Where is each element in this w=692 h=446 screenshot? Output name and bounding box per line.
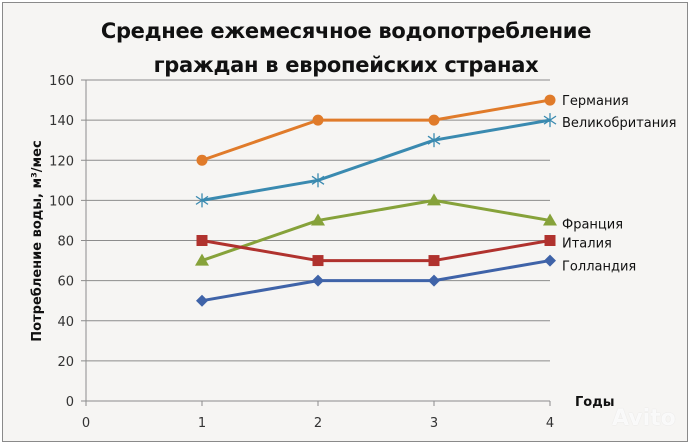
- y-tick-label: 60: [57, 275, 74, 290]
- y-tick-label: 100: [49, 194, 74, 209]
- triangle-marker: [427, 193, 441, 206]
- watermark: Avito: [612, 406, 676, 431]
- x-tick-label: 0: [82, 416, 90, 431]
- y-axis-label: Потребление воды, м³/мес: [30, 140, 45, 341]
- y-tick-label: 20: [57, 355, 74, 370]
- series-line: [201, 239, 551, 263]
- diamond-marker: [544, 254, 556, 267]
- x-axis-label: Годы: [575, 395, 614, 410]
- asterisk-marker: [543, 113, 557, 128]
- diamond-marker: [312, 274, 324, 287]
- triangle-marker: [543, 213, 557, 226]
- circle-marker: [312, 114, 324, 126]
- series-line: [201, 98, 551, 162]
- asterisk-marker: [311, 173, 325, 188]
- square-marker: [312, 255, 324, 267]
- x-tick-label: 3: [430, 416, 438, 431]
- diamond-marker: [196, 294, 208, 307]
- square-marker: [544, 235, 556, 246]
- series-line: [201, 259, 551, 303]
- chart-title-line-2: граждан в европейских странах: [153, 53, 539, 77]
- y-tick-label: 80: [57, 235, 74, 250]
- asterisk-marker: [195, 193, 209, 208]
- y-tick-label: 120: [49, 154, 74, 169]
- diamond-marker: [428, 274, 440, 287]
- x-tick-label: 2: [314, 416, 322, 431]
- series-label: Франция: [562, 217, 623, 232]
- triangle-marker: [195, 253, 209, 266]
- y-tick-label: 160: [49, 74, 74, 89]
- series-label: Германия: [562, 94, 629, 109]
- circle-marker: [544, 94, 556, 106]
- x-tick-label: 1: [198, 416, 206, 431]
- chart-frame: [2, 2, 688, 442]
- y-tick-label: 140: [49, 114, 74, 129]
- series-line: [201, 118, 551, 202]
- asterisk-marker: [427, 133, 441, 148]
- series-label: Голландия: [562, 260, 636, 275]
- y-tick-label: 40: [57, 315, 74, 330]
- square-marker: [196, 235, 208, 246]
- series-line: [201, 198, 551, 262]
- y-tick-label: 0: [66, 395, 74, 410]
- circle-marker: [196, 154, 208, 166]
- series-label: Великобритания: [562, 116, 677, 131]
- circle-marker: [428, 114, 440, 126]
- square-marker: [428, 255, 440, 267]
- chart-title-line-1: Среднее ежемесячное водопотребление: [100, 19, 592, 43]
- chart-title: Среднее ежемесячное водопотребление граж…: [0, 14, 692, 82]
- triangle-marker: [311, 213, 325, 226]
- series-label: Италия: [562, 237, 612, 252]
- x-tick-label: 4: [546, 416, 554, 431]
